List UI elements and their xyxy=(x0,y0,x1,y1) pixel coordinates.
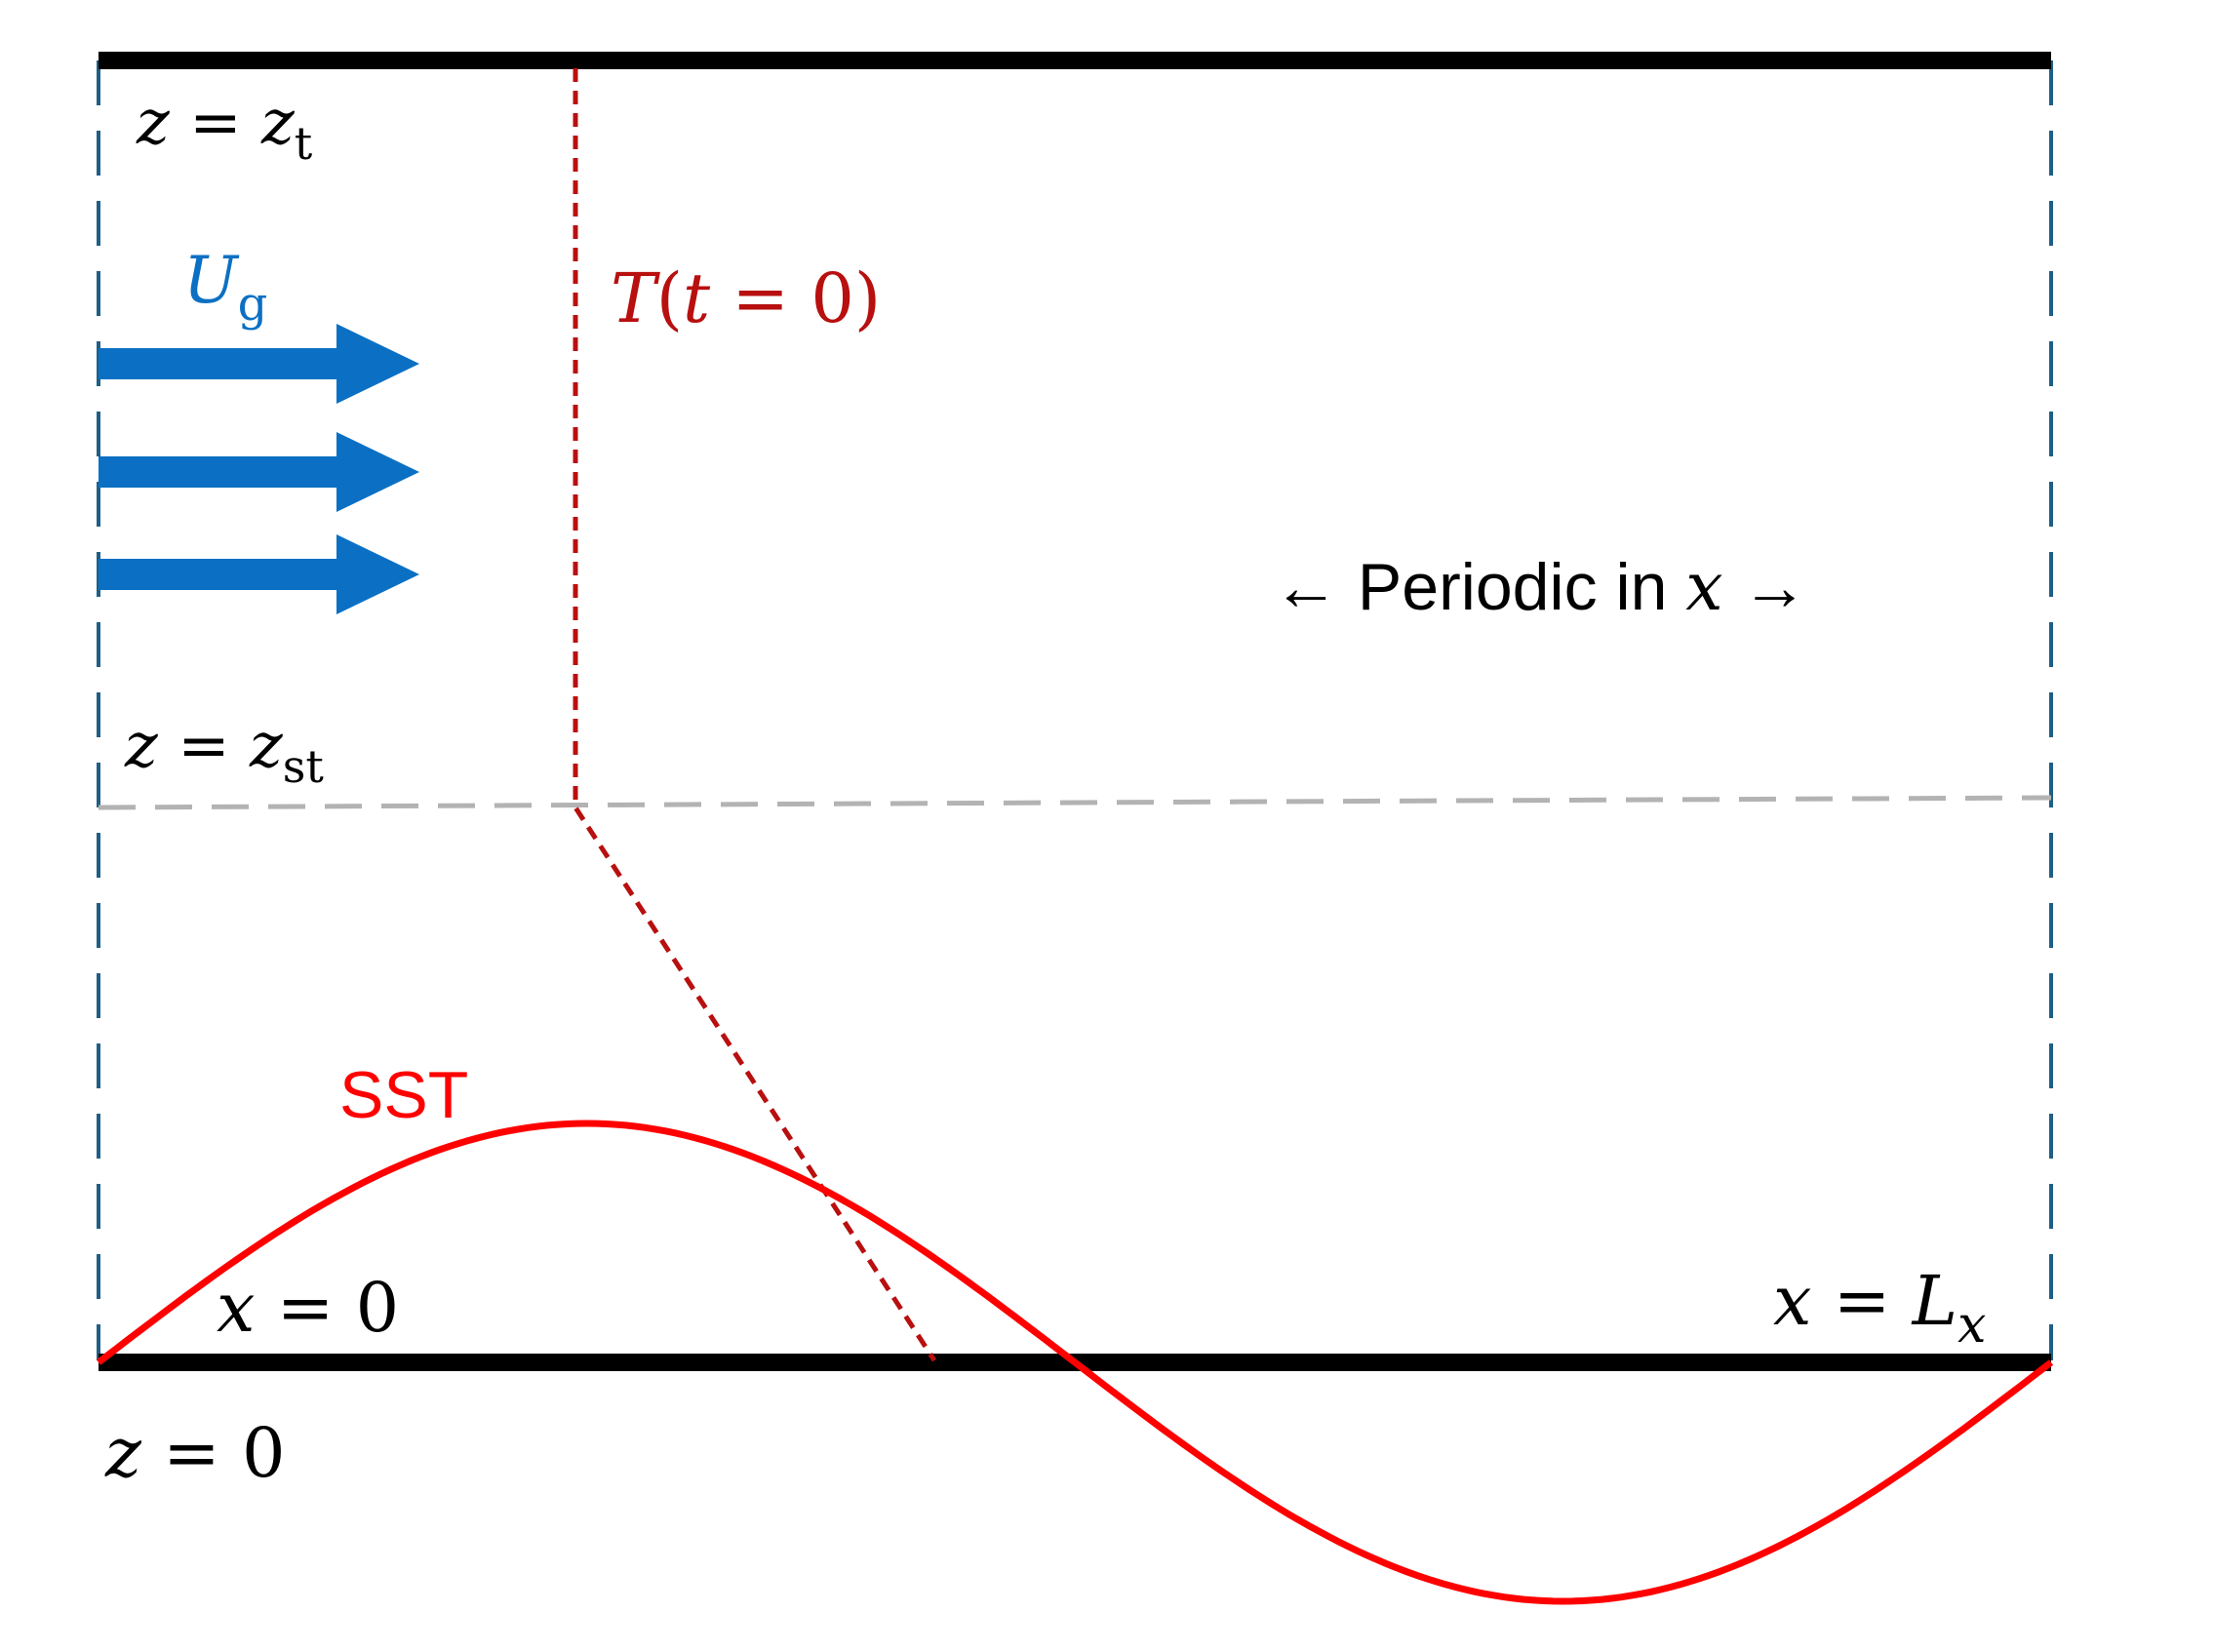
wind-arrows xyxy=(99,324,419,614)
periodic-label: ← Periodic in x → xyxy=(1273,549,1808,626)
wind-arrow-middle xyxy=(99,432,419,512)
stratosphere-level-line xyxy=(98,795,2052,810)
wind-arrow-lower xyxy=(99,534,419,614)
wind-arrow-upper xyxy=(99,324,419,404)
initial-temperature-label: T(t = 0) xyxy=(611,258,881,338)
right-arrow-icon: → xyxy=(1723,550,1808,624)
sst-curve xyxy=(96,1120,2054,1605)
sst-label: SST xyxy=(339,1058,468,1132)
x-end-label: x = Lx xyxy=(1773,1261,1986,1355)
initial-temperature-profile xyxy=(573,68,937,1362)
z-top-label: z = zt xyxy=(136,87,313,170)
z-st-label: z = zst xyxy=(124,710,324,793)
left-arrow-icon: ← xyxy=(1273,550,1339,624)
z-bottom-label: z = 0 xyxy=(104,1413,286,1493)
wind-label: Ug xyxy=(183,243,267,332)
x-zero-label: x = 0 xyxy=(217,1268,399,1348)
